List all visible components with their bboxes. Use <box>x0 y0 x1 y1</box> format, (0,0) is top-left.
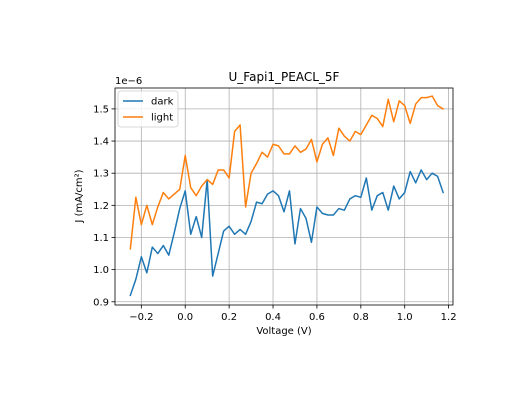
x-tick-label: 1.2 <box>441 312 457 323</box>
series-line-dark <box>129 169 445 297</box>
x-tick-label: 0.0 <box>177 312 193 323</box>
y-axis-label: J (mA/cm²) <box>74 169 85 223</box>
y-tick-label: 1.4 <box>93 137 109 148</box>
x-tick-label: 0.6 <box>309 312 325 323</box>
legend: dark light <box>117 90 179 128</box>
y-offset-label: 1e−6 <box>115 76 142 87</box>
plot-frame <box>114 87 454 306</box>
x-tick-label: 0.4 <box>265 312 281 323</box>
x-tick-label: 0.2 <box>221 312 237 323</box>
legend-box <box>117 90 179 128</box>
grid <box>115 88 453 305</box>
y-tick-label: 1.3 <box>93 169 109 180</box>
x-axis-label: Voltage (V) <box>256 326 311 337</box>
x-tick-label: 1.0 <box>397 312 413 323</box>
y-tick-label: 1.2 <box>93 201 109 212</box>
series-lines <box>129 95 445 297</box>
series-line-light <box>129 95 445 250</box>
chart-title: U_Fapi1_PEACL_5F <box>229 70 340 84</box>
y-tick-label: 0.9 <box>93 297 109 308</box>
x-tick-label: −0.2 <box>129 312 153 323</box>
y-tick-label: 1.1 <box>93 233 109 244</box>
legend-label-light: light <box>151 113 173 124</box>
axis-ticks: −0.2 0.0 0.2 0.4 0.6 0.8 1.0 1.2 0.9 1.0 1.1 1.2 1.3… <box>93 104 456 323</box>
legend-label-dark: dark <box>151 97 174 108</box>
y-tick-label: 1.5 <box>93 104 109 115</box>
x-tick-label: 0.8 <box>353 312 369 323</box>
y-tick-label: 1.0 <box>93 265 109 276</box>
